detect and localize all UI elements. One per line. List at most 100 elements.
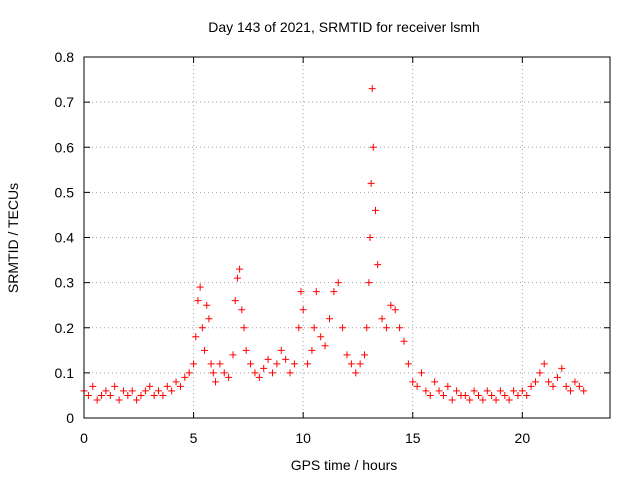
data-point	[365, 279, 373, 287]
data-points	[80, 85, 588, 404]
data-point	[102, 387, 110, 395]
y-tick-label: 0.2	[55, 320, 75, 336]
plot-frame	[83, 56, 611, 419]
x-tick-label: 10	[295, 430, 311, 446]
data-point	[549, 382, 557, 390]
data-point	[128, 387, 136, 395]
data-point	[251, 369, 259, 377]
data-point	[115, 396, 123, 404]
data-point	[225, 373, 233, 381]
data-point	[207, 360, 215, 368]
data-point	[172, 378, 180, 386]
data-point	[409, 378, 417, 386]
data-point	[422, 387, 430, 395]
data-point	[371, 206, 379, 214]
data-point	[505, 396, 513, 404]
data-point	[382, 324, 390, 332]
data-point	[439, 391, 447, 399]
data-point	[435, 387, 443, 395]
x-tick-label: 0	[80, 430, 88, 446]
y-tick-label: 0.4	[55, 230, 75, 246]
data-point	[343, 351, 351, 359]
data-point	[238, 306, 246, 314]
data-point	[378, 315, 386, 323]
data-point	[492, 396, 500, 404]
y-tick-label: 0.6	[55, 139, 75, 155]
data-point	[194, 297, 202, 305]
data-point	[404, 360, 412, 368]
data-point	[367, 179, 375, 187]
data-point	[205, 315, 213, 323]
x-tick-label: 15	[405, 430, 421, 446]
data-point	[119, 387, 127, 395]
x-tick-label: 5	[190, 430, 198, 446]
data-point	[580, 387, 588, 395]
data-point	[84, 391, 92, 399]
data-point	[453, 387, 461, 395]
data-point	[216, 360, 224, 368]
data-point	[339, 324, 347, 332]
data-point	[98, 391, 106, 399]
data-point	[247, 360, 255, 368]
data-point	[163, 382, 171, 390]
data-point	[308, 346, 316, 354]
data-point	[387, 301, 395, 309]
data-point	[396, 324, 404, 332]
data-point	[304, 360, 312, 368]
data-point	[260, 364, 268, 372]
data-point	[475, 391, 482, 399]
data-point	[240, 324, 248, 332]
data-point	[540, 360, 548, 368]
data-point	[571, 378, 579, 386]
data-point	[531, 378, 539, 386]
data-point	[352, 369, 360, 377]
data-point	[413, 382, 421, 390]
data-point	[286, 369, 294, 377]
axes: 0 0.1 0.2 0.3 0.4 0.5 0.6 0.7 0.8 0 5 10 15 20	[55, 49, 610, 446]
data-point	[155, 387, 163, 395]
data-point	[255, 373, 263, 381]
data-point	[282, 355, 290, 363]
data-point	[369, 143, 377, 151]
data-point	[426, 391, 434, 399]
data-point	[196, 283, 204, 291]
data-point	[185, 369, 193, 377]
data-point	[444, 382, 452, 390]
data-point	[518, 387, 526, 395]
data-point	[418, 369, 426, 377]
data-point	[562, 382, 570, 390]
chart-title: Day 143 of 2021, SRMTID for receiver lsm…	[208, 19, 480, 35]
data-point	[106, 391, 114, 399]
data-point	[231, 297, 239, 305]
data-point	[558, 364, 566, 372]
data-point	[242, 346, 250, 354]
data-point	[89, 382, 97, 390]
data-point	[374, 261, 382, 269]
data-point	[212, 378, 219, 386]
data-point	[146, 382, 154, 390]
data-point	[176, 382, 184, 390]
data-point	[334, 279, 342, 287]
data-point	[488, 391, 496, 399]
data-point	[299, 306, 307, 314]
data-point	[141, 387, 149, 395]
data-point	[295, 324, 303, 332]
data-point	[366, 234, 374, 241]
data-point	[290, 360, 298, 368]
data-point	[229, 351, 237, 359]
data-point	[347, 360, 355, 368]
data-point	[168, 387, 176, 395]
data-point	[111, 382, 119, 390]
data-point	[124, 391, 132, 399]
data-point	[363, 324, 371, 332]
y-tick-label: 0.1	[55, 365, 75, 381]
x-tick-label: 20	[515, 430, 531, 446]
y-tick-label: 0.8	[55, 49, 75, 65]
data-point	[312, 288, 320, 296]
data-point	[190, 360, 198, 368]
data-point	[220, 369, 228, 377]
data-point	[277, 346, 285, 354]
data-point	[496, 387, 504, 395]
